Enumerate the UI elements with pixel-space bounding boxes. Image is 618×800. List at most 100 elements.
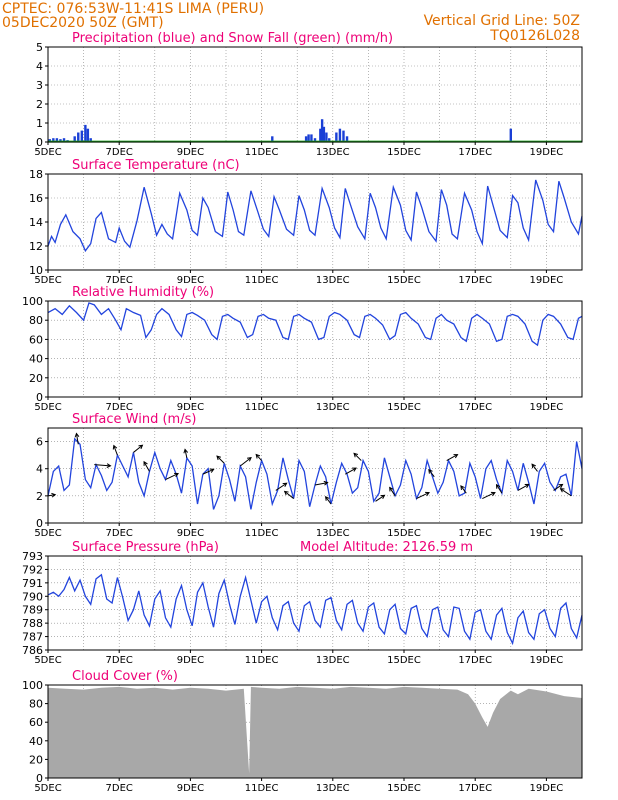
x-tick-label: 13DEC bbox=[316, 402, 350, 413]
wind-arrowhead bbox=[425, 491, 431, 497]
precip-bar bbox=[307, 134, 310, 142]
wind-arrow bbox=[389, 487, 396, 497]
panel-annotation: Model Altitude: 2126.59 m bbox=[300, 540, 473, 555]
y-tick-label: 787 bbox=[22, 631, 43, 644]
precip-bar bbox=[80, 130, 84, 142]
series-line bbox=[47, 573, 583, 646]
y-tick-label: 100 bbox=[22, 679, 43, 692]
x-tick-label: 9DEC bbox=[177, 402, 204, 413]
header-location: CPTEC: 076:53W-11:41S LIMA (PERU) bbox=[2, 1, 264, 17]
precip-bar bbox=[310, 134, 313, 142]
cloud-cover-area bbox=[48, 686, 582, 778]
wind-arrowhead bbox=[389, 486, 394, 492]
panel-title: Precipitation (blue) and Snow Fall (gree… bbox=[72, 31, 393, 46]
wind-arrowhead bbox=[183, 448, 189, 454]
wind-arrow bbox=[446, 454, 458, 462]
wind-arrowhead bbox=[112, 444, 118, 450]
precip-bar bbox=[338, 128, 342, 142]
precip-bar bbox=[342, 130, 345, 142]
panel-2: 0 20 40 60 80 100 5DEC 7DEC 9DEC 11DEC 13DEC 15DEC 1… bbox=[22, 285, 583, 413]
wind-arrow bbox=[239, 457, 252, 467]
wind-arrowhead bbox=[74, 432, 80, 438]
wind-arrow bbox=[143, 461, 150, 472]
x-tick-label: 17DEC bbox=[458, 655, 492, 666]
x-tick-label: 15DEC bbox=[387, 655, 421, 666]
x-tick-label: 17DEC bbox=[458, 147, 492, 158]
y-tick-label: 2 bbox=[36, 98, 43, 111]
wind-arrow bbox=[94, 464, 111, 467]
y-tick-label: 80 bbox=[29, 314, 43, 327]
panel-3: 0 2 4 6 5DEC 7DEC 9DEC 11DEC 13DEC 15DEC 17DEC 19DE… bbox=[34, 412, 583, 539]
wind-arrow bbox=[553, 484, 563, 491]
wind-arrowhead bbox=[283, 490, 289, 496]
y-tick-label: 3 bbox=[36, 79, 43, 92]
wind-arrow bbox=[165, 473, 179, 481]
x-tick-label: 7DEC bbox=[106, 783, 133, 794]
precip-bar bbox=[52, 138, 55, 142]
x-tick-label: 13DEC bbox=[316, 783, 350, 794]
wind-arrowhead bbox=[138, 444, 144, 450]
x-tick-label: 19DEC bbox=[530, 275, 564, 286]
panel-title: Surface Wind (m/s) bbox=[72, 412, 196, 427]
x-tick-label: 17DEC bbox=[458, 783, 492, 794]
y-tick-label: 14 bbox=[29, 216, 43, 229]
panel-1: 10 12 14 16 18 5DEC 7DEC 9DEC 11DEC 13DEC 15DEC 17D… bbox=[29, 158, 583, 286]
y-tick-label: 20 bbox=[29, 372, 43, 385]
precip-bar bbox=[48, 139, 51, 142]
y-tick-label: 40 bbox=[29, 735, 43, 748]
y-tick-label: 80 bbox=[29, 698, 43, 711]
wind-arrow bbox=[375, 494, 385, 502]
x-tick-label: 15DEC bbox=[387, 528, 421, 539]
header-date: 05DEC2020 50Z (GMT) bbox=[2, 15, 164, 31]
precip-bar bbox=[319, 128, 322, 142]
x-tick-label: 13DEC bbox=[316, 655, 350, 666]
x-tick-label: 7DEC bbox=[106, 655, 133, 666]
x-tick-label: 15DEC bbox=[387, 783, 421, 794]
wind-arrowhead bbox=[524, 483, 530, 489]
y-tick-label: 792 bbox=[22, 563, 43, 576]
wind-arrowhead bbox=[495, 483, 501, 489]
precip-bar bbox=[335, 132, 338, 142]
wind-arrow bbox=[202, 468, 214, 475]
wind-arrowhead bbox=[323, 480, 329, 486]
wind-arrowhead bbox=[324, 495, 330, 501]
panel-title: Cloud Cover (%) bbox=[72, 669, 178, 684]
x-tick-label: 9DEC bbox=[177, 275, 204, 286]
wind-arrowhead bbox=[380, 494, 386, 500]
wind-arrowhead bbox=[531, 463, 536, 469]
panel-0: 0 1 2 3 4 5 5DEC 7DEC 9DEC 11DEC 13DEC 15DEC 17DEC 19… bbox=[34, 31, 583, 158]
series-line bbox=[47, 302, 583, 347]
series-line bbox=[47, 179, 583, 253]
wind-arrowhead bbox=[51, 492, 57, 498]
x-tick-label: 19DEC bbox=[530, 528, 564, 539]
y-tick-label: 0 bbox=[36, 772, 43, 785]
wind-arrow bbox=[560, 488, 572, 497]
y-tick-label: 100 bbox=[22, 295, 43, 308]
y-tick-label: 20 bbox=[29, 753, 43, 766]
wind-arrowhead bbox=[106, 463, 112, 468]
wind-arrowhead bbox=[460, 485, 465, 490]
x-tick-label: 9DEC bbox=[177, 147, 204, 158]
x-tick-label: 7DEC bbox=[106, 275, 133, 286]
precip-bar bbox=[345, 136, 349, 142]
x-tick-label: 5DEC bbox=[34, 655, 61, 666]
x-tick-label: 19DEC bbox=[530, 147, 564, 158]
x-tick-label: 5DEC bbox=[34, 147, 61, 158]
y-tick-label: 789 bbox=[22, 604, 43, 617]
x-tick-label: 19DEC bbox=[530, 402, 564, 413]
precip-bar bbox=[89, 138, 92, 142]
precip-bar bbox=[325, 132, 328, 142]
panel-frame bbox=[47, 46, 583, 143]
x-tick-label: 15DEC bbox=[387, 402, 421, 413]
x-tick-label: 11DEC bbox=[245, 528, 279, 539]
wind-arrow bbox=[75, 433, 79, 445]
precip-bar bbox=[328, 138, 331, 142]
x-tick-label: 11DEC bbox=[245, 783, 279, 794]
precip-bar bbox=[62, 138, 66, 142]
y-tick-label: 10 bbox=[29, 264, 43, 277]
y-tick-label: 786 bbox=[22, 644, 43, 657]
y-tick-label: 6 bbox=[36, 436, 43, 449]
wind-arrowhead bbox=[490, 491, 496, 497]
